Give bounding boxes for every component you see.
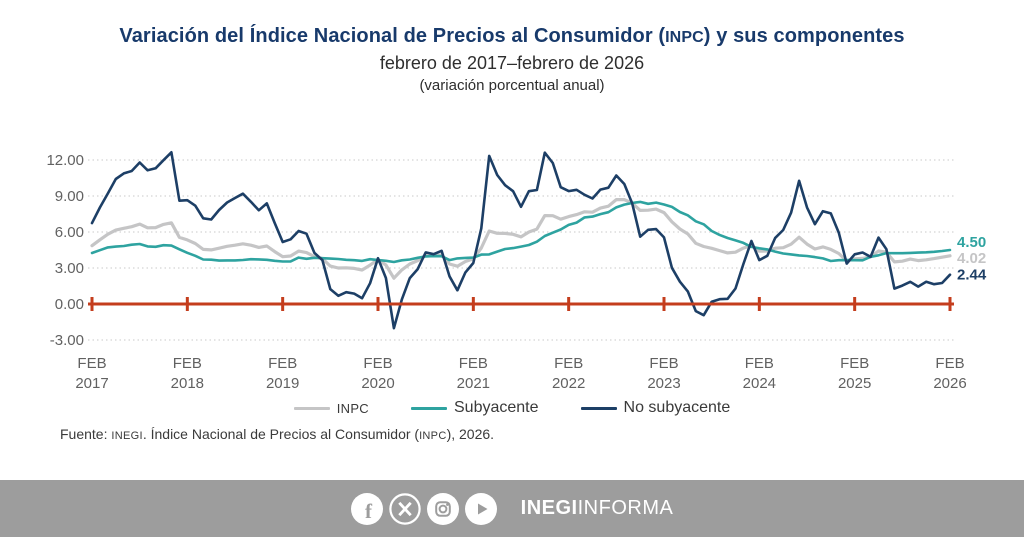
facebook-icon[interactable]: f: [350, 492, 383, 525]
svg-text:2024: 2024: [743, 375, 776, 392]
legend-label-subyacente: Subyacente: [454, 399, 539, 416]
svg-text:2023: 2023: [647, 375, 680, 392]
source-inpc-acronym: INPC: [419, 430, 447, 442]
svg-text:2018: 2018: [171, 375, 204, 392]
chart-subtitle: febrero de 2017–febrero de 2026: [379, 53, 645, 73]
svg-text:4.50: 4.50: [957, 234, 986, 251]
x-icon[interactable]: [388, 492, 421, 525]
svg-text:-3.00: -3.00: [50, 332, 84, 349]
svg-text:2025: 2025: [838, 375, 871, 392]
brand-bold-part: INEGI: [520, 497, 578, 519]
svg-text:FEB: FEB: [363, 355, 392, 372]
svg-text:FEB: FEB: [459, 355, 488, 372]
svg-text:FEB: FEB: [77, 355, 106, 372]
legend-item-inpc: INPC: [293, 400, 369, 416]
source-text: . Índice Nacional de Precios al Consumid…: [142, 426, 420, 442]
line-chart: 12.00 9.00 6.00 3.00 0.00 -3.00 FEB 2017 FEB 2018…: [46, 151, 987, 392]
legend-label-no-subyacente: No subyacente: [623, 399, 731, 416]
source-org-acronym: INEGI: [111, 430, 143, 442]
chart-title-text: Variación del Índice Nacional de Precios…: [119, 25, 666, 47]
legend-label-inpc: INPC: [336, 400, 369, 416]
legend-swatch-subyacente: [411, 406, 447, 410]
footer-social-band: f INEGIINFORMA: [0, 480, 1024, 537]
svg-text:0.00: 0.00: [55, 296, 84, 313]
legend-item-subyacente: Subyacente: [411, 399, 539, 417]
chart-unit-note: (variación porcentual anual): [419, 77, 605, 94]
source-note: Fuente: INEGI. Índice Nacional de Precio…: [60, 426, 494, 442]
legend-swatch-no-subyacente: [580, 406, 617, 410]
svg-text:2026: 2026: [933, 375, 966, 392]
svg-text:6.00: 6.00: [55, 224, 84, 241]
source-suffix: ), 2026.: [446, 426, 495, 442]
svg-text:2020: 2020: [361, 375, 394, 392]
svg-text:FEB: FEB: [268, 355, 297, 372]
svg-text:9.00: 9.00: [55, 188, 84, 205]
svg-text:FEB: FEB: [745, 355, 774, 372]
chart-title-text-end: ) y sus componentes: [703, 25, 905, 47]
svg-text:FEB: FEB: [173, 355, 202, 372]
svg-text:FEB: FEB: [554, 355, 583, 372]
instagram-icon[interactable]: [426, 492, 459, 525]
svg-text:2017: 2017: [75, 375, 108, 392]
svg-text:2019: 2019: [266, 375, 299, 392]
svg-text:FEB: FEB: [649, 355, 678, 372]
svg-text:2.44: 2.44: [957, 267, 987, 284]
chart-legend: INPC Subyacente No subyacente: [0, 399, 1024, 417]
chart-title-acronym: INPC: [665, 29, 704, 46]
source-prefix: Fuente:: [60, 426, 112, 442]
legend-swatch-inpc: [293, 406, 330, 410]
legend-item-no-subyacente: No subyacente: [580, 399, 731, 417]
svg-text:FEB: FEB: [840, 355, 869, 372]
inegi-inpc-infographic: { "header": { "title_pre": "Variación de…: [0, 25, 1024, 537]
youtube-icon[interactable]: [464, 492, 497, 525]
svg-text:f: f: [365, 499, 373, 523]
svg-text:2022: 2022: [552, 375, 585, 392]
svg-text:3.00: 3.00: [55, 260, 84, 277]
svg-text:2021: 2021: [457, 375, 490, 392]
chart-title: Variación del Índice Nacional de Precios…: [0, 25, 1024, 48]
svg-text:12.00: 12.00: [46, 152, 84, 169]
svg-text:4.02: 4.02: [957, 250, 986, 267]
svg-text:FEB: FEB: [935, 355, 964, 372]
brand-regular-part: INFORMA: [577, 497, 674, 519]
inegi-informa-brand: INEGIINFORMA: [521, 497, 674, 520]
